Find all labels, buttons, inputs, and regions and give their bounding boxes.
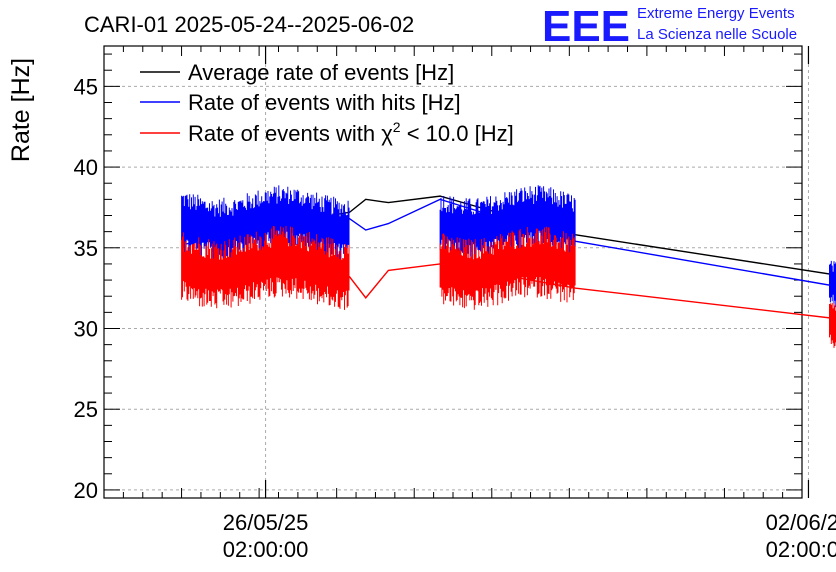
y-axis-label: Rate [Hz] — [7, 58, 35, 162]
legend: Average rate of events [Hz] Rate of event… — [140, 60, 514, 146]
y-tick-label: 35 — [74, 236, 98, 261]
noise-band — [829, 302, 836, 348]
x-tick-label-date: 02/06/25 — [766, 510, 836, 535]
legend-entry-0: Average rate of events [Hz] — [188, 60, 454, 85]
noise-band — [439, 226, 576, 310]
series-line-2 — [181, 263, 836, 320]
x-tick-label-time: 02:00:00 — [223, 537, 309, 562]
noise-band — [829, 260, 836, 308]
series-band-1 — [181, 185, 836, 308]
y-tick-label: 20 — [74, 478, 98, 503]
x-tick-label-date: 26/05/25 — [223, 510, 309, 535]
series-line-0 — [181, 195, 836, 276]
eee-logo-mark: EEE — [542, 2, 630, 51]
y-tick-label: 45 — [74, 74, 98, 99]
noise-band — [439, 185, 576, 262]
eee-logo-line2: La Scienza nelle Scuole — [637, 26, 797, 43]
y-tick-label: 25 — [74, 397, 98, 422]
chart-title: CARI-01 2025-05-24--2025-06-02 — [84, 12, 414, 37]
y-tick-label: 30 — [74, 317, 98, 342]
plot-area: 20253035404526/05/2502:00:0002/06/2502:0… — [74, 45, 836, 562]
series-band-2 — [181, 226, 836, 348]
eee-logo: EEE Extreme Energy Events La Scienza nel… — [542, 2, 797, 51]
legend-entry-2: Rate of events with χ2 < 10.0 [Hz] — [188, 119, 514, 146]
x-tick-label-time: 02:00:00 — [766, 537, 836, 562]
series-line-1 — [181, 198, 836, 287]
eee-logo-line1: Extreme Energy Events — [637, 5, 795, 22]
noise-band — [181, 226, 350, 310]
y-tick-label: 40 — [74, 155, 98, 180]
noise-band — [181, 185, 350, 262]
legend-entry-1: Rate of events with hits [Hz] — [188, 90, 461, 115]
